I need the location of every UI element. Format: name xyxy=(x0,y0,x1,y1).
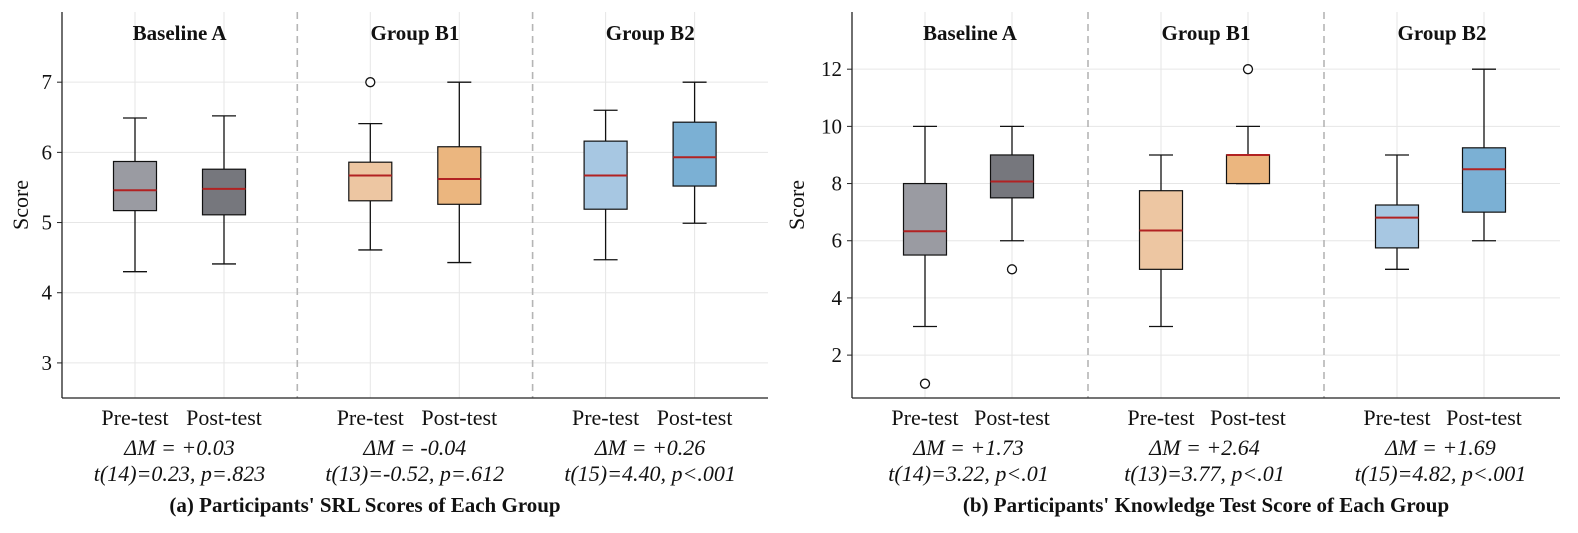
box-body xyxy=(902,182,948,256)
box-pre xyxy=(583,109,628,261)
x-category-label: Post-test xyxy=(1446,405,1522,430)
box-pre xyxy=(902,125,948,389)
box-post xyxy=(672,81,717,224)
group-title: Group B1 xyxy=(370,21,459,45)
x-category-label: Pre-test xyxy=(337,405,404,430)
x-category-label: Post-test xyxy=(186,405,262,430)
box-body xyxy=(1461,147,1507,213)
y-tick-label: 6 xyxy=(832,229,843,253)
box-body xyxy=(1374,204,1420,249)
stat-delta: ΔM = +1.69 xyxy=(1384,435,1495,460)
x-category-label: Pre-test xyxy=(572,405,639,430)
box-pre xyxy=(1138,154,1184,328)
stat-test: t(14)=0.23, p=.823 xyxy=(94,461,265,486)
y-tick-label: 4 xyxy=(832,286,843,310)
stat-delta: ΔM = +2.64 xyxy=(1148,435,1259,460)
stat-delta: ΔM = +1.73 xyxy=(912,435,1023,460)
group-title: Group B1 xyxy=(1162,21,1251,45)
box-post xyxy=(1461,68,1507,242)
y-tick-label: 2 xyxy=(832,343,843,367)
group-title: Group B2 xyxy=(606,21,695,45)
x-category-label: Post-test xyxy=(974,405,1050,430)
box-pre xyxy=(1374,154,1420,270)
y-tick-label: 8 xyxy=(832,172,843,196)
group-title: Baseline A xyxy=(923,21,1018,45)
box-post xyxy=(437,81,482,264)
y-tick-label: 10 xyxy=(821,114,842,138)
outlier-point xyxy=(1242,64,1254,75)
x-category-label: Post-test xyxy=(1210,405,1286,430)
box-body xyxy=(112,160,158,212)
box-body xyxy=(1225,154,1271,185)
stat-delta: ΔM = -0.04 xyxy=(362,435,466,460)
y-tick-label: 6 xyxy=(42,140,53,164)
group-title: Group B2 xyxy=(1398,21,1487,45)
x-category-label: Pre-test xyxy=(891,405,958,430)
outlier-point xyxy=(919,378,931,389)
y-axis-label: Score xyxy=(784,180,809,230)
chart-panel-0: 3 4 5 6 7 Score Baseline A Pre-test Post-test ΔM … xyxy=(8,12,768,517)
y-tick-label: 7 xyxy=(42,70,53,94)
x-category-label: Post-test xyxy=(421,405,497,430)
stat-test: t(14)=3.22, p<.01 xyxy=(888,461,1048,486)
box-post xyxy=(1225,64,1271,185)
x-category-label: Pre-test xyxy=(1363,405,1430,430)
y-tick-label: 5 xyxy=(42,211,53,235)
y-tick-label: 4 xyxy=(42,281,53,305)
x-category-label: Post-test xyxy=(657,405,733,430)
stat-delta: ΔM = +0.03 xyxy=(123,435,234,460)
x-category-label: Pre-test xyxy=(101,405,168,430)
chart-caption: (b) Participants' Knowledge Test Score o… xyxy=(963,493,1449,517)
outlier-point xyxy=(365,77,376,88)
stat-test: t(15)=4.82, p<.001 xyxy=(1355,461,1526,486)
stat-test: t(15)=4.40, p<.001 xyxy=(564,461,735,486)
chart-caption: (a) Participants' SRL Scores of Each Gro… xyxy=(169,493,560,517)
box-body xyxy=(348,161,393,202)
y-tick-label: 12 xyxy=(821,57,842,81)
y-axis-label: Score xyxy=(8,180,33,230)
box-pre xyxy=(348,77,393,251)
x-category-label: Pre-test xyxy=(1127,405,1194,430)
y-tick-label: 3 xyxy=(42,351,53,375)
box-body xyxy=(989,154,1035,199)
outlier-point xyxy=(1006,264,1018,275)
stat-delta: ΔM = +0.26 xyxy=(594,435,705,460)
box-pre xyxy=(112,117,158,273)
stat-test: t(13)=3.77, p<.01 xyxy=(1124,461,1284,486)
chart-panel-1: 2 4 6 8 10 12 Score Baseline A Pre-test Post-test… xyxy=(784,12,1560,517)
box-body xyxy=(201,168,247,216)
box-post xyxy=(989,125,1035,275)
box-body xyxy=(672,121,717,187)
stat-test: t(13)=-0.52, p=.612 xyxy=(325,461,504,486)
box-post xyxy=(201,115,247,265)
group-title: Baseline A xyxy=(133,21,228,45)
box-body xyxy=(437,146,482,205)
